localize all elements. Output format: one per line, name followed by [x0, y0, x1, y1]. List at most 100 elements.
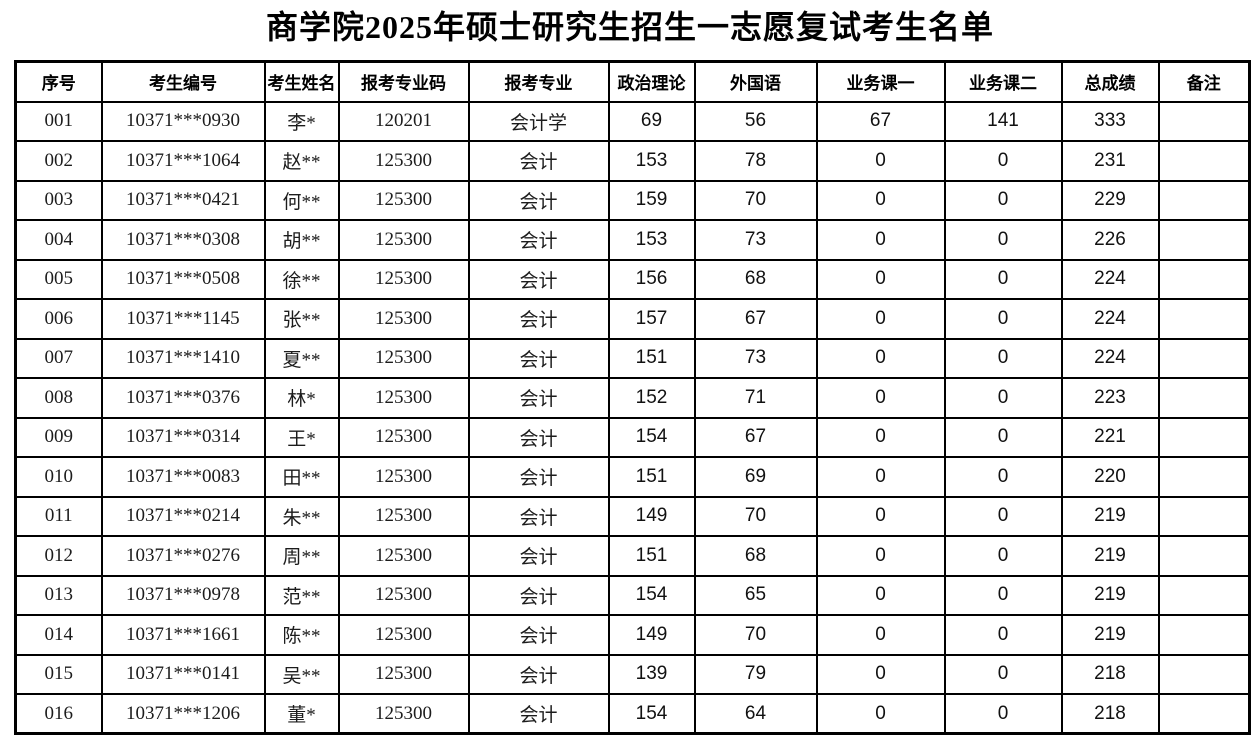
column-header-total-score: 总成绩: [1060, 60, 1160, 103]
business-course-2-score-cell: 0: [943, 535, 1063, 577]
table-row: 002 10371***1064 赵** 125300 会计 153 78 0 0 231: [14, 140, 1251, 182]
remarks-cell: [1157, 258, 1251, 300]
foreign-language-score-cell: 70: [693, 495, 818, 537]
business-course-1-score-cell: 0: [815, 535, 946, 577]
serial-number-cell: 004: [14, 219, 103, 261]
business-course-1-score-cell: 0: [815, 179, 946, 221]
table-row: 016 10371***1206 董* 125300 会计 154 64 0 0 218: [14, 693, 1251, 735]
foreign-language-score-cell: 73: [693, 337, 818, 379]
remarks-cell: [1157, 614, 1251, 656]
political-theory-score-cell: 159: [607, 179, 696, 221]
serial-number-cell: 005: [14, 258, 103, 300]
candidate-name-cell: 董*: [263, 693, 340, 735]
political-theory-score-cell: 149: [607, 495, 696, 537]
table-row: 007 10371***1410 夏** 125300 会计 151 73 0 0 224: [14, 337, 1251, 379]
candidate-name-cell: 王*: [263, 416, 340, 458]
major-name-cell: 会计: [467, 416, 610, 458]
business-course-1-score-cell: 0: [815, 574, 946, 616]
serial-number-cell: 008: [14, 377, 103, 419]
major-code-cell: 120201: [337, 100, 470, 142]
foreign-language-score-cell: 64: [693, 693, 818, 735]
political-theory-score-cell: 152: [607, 377, 696, 419]
business-course-1-score-cell: 0: [815, 614, 946, 656]
business-course-1-score-cell: 0: [815, 337, 946, 379]
foreign-language-score-cell: 79: [693, 653, 818, 695]
total-score-cell: 218: [1060, 653, 1160, 695]
major-name-cell: 会计: [467, 495, 610, 537]
serial-number-cell: 014: [14, 614, 103, 656]
foreign-language-score-cell: 67: [693, 298, 818, 340]
table-row: 001 10371***0930 李* 120201 会计学 69 56 67 141 333: [14, 100, 1251, 142]
major-code-cell: 125300: [337, 495, 470, 537]
political-theory-score-cell: 151: [607, 456, 696, 498]
candidate-name-cell: 胡**: [263, 219, 340, 261]
foreign-language-score-cell: 70: [693, 179, 818, 221]
major-name-cell: 会计: [467, 179, 610, 221]
table-row: 010 10371***0083 田** 125300 会计 151 69 0 0 220: [14, 456, 1251, 498]
candidate-id-cell: 10371***0930: [100, 100, 266, 142]
business-course-2-score-cell: 0: [943, 653, 1063, 695]
political-theory-score-cell: 154: [607, 693, 696, 735]
business-course-2-score-cell: 0: [943, 614, 1063, 656]
business-course-2-score-cell: 0: [943, 456, 1063, 498]
total-score-cell: 219: [1060, 535, 1160, 577]
political-theory-score-cell: 69: [607, 100, 696, 142]
political-theory-score-cell: 149: [607, 614, 696, 656]
serial-number-cell: 009: [14, 416, 103, 458]
candidate-roster-table: 序号 考生编号 考生姓名 报考专业码 报考专业 政治理论 外国语 业务课一 业务课二 总成绩 备注 …: [14, 60, 1251, 735]
major-code-cell: 125300: [337, 377, 470, 419]
political-theory-score-cell: 157: [607, 298, 696, 340]
candidate-id-cell: 10371***0308: [100, 219, 266, 261]
foreign-language-score-cell: 68: [693, 535, 818, 577]
major-code-cell: 125300: [337, 456, 470, 498]
business-course-1-score-cell: 67: [815, 100, 946, 142]
candidate-name-cell: 田**: [263, 456, 340, 498]
business-course-1-score-cell: 0: [815, 495, 946, 537]
business-course-2-score-cell: 141: [943, 100, 1063, 142]
total-score-cell: 219: [1060, 574, 1160, 616]
column-header-political-theory-score: 政治理论: [607, 60, 696, 103]
column-header-candidate-name: 考生姓名: [263, 60, 340, 103]
major-name-cell: 会计: [467, 693, 610, 735]
major-code-cell: 125300: [337, 653, 470, 695]
major-code-cell: 125300: [337, 219, 470, 261]
political-theory-score-cell: 156: [607, 258, 696, 300]
remarks-cell: [1157, 535, 1251, 577]
candidate-name-cell: 范**: [263, 574, 340, 616]
serial-number-cell: 003: [14, 179, 103, 221]
serial-number-cell: 016: [14, 693, 103, 735]
foreign-language-score-cell: 65: [693, 574, 818, 616]
column-header-major-code: 报考专业码: [337, 60, 470, 103]
foreign-language-score-cell: 71: [693, 377, 818, 419]
candidate-name-cell: 朱**: [263, 495, 340, 537]
column-header-business-course-1-score: 业务课一: [815, 60, 946, 103]
business-course-1-score-cell: 0: [815, 140, 946, 182]
political-theory-score-cell: 154: [607, 416, 696, 458]
serial-number-cell: 007: [14, 337, 103, 379]
table-row: 011 10371***0214 朱** 125300 会计 149 70 0 0 219: [14, 495, 1251, 537]
column-header-serial-number: 序号: [14, 60, 103, 103]
major-name-cell: 会计: [467, 298, 610, 340]
candidate-name-cell: 林*: [263, 377, 340, 419]
major-code-cell: 125300: [337, 179, 470, 221]
serial-number-cell: 006: [14, 298, 103, 340]
foreign-language-score-cell: 73: [693, 219, 818, 261]
business-course-2-score-cell: 0: [943, 219, 1063, 261]
candidate-id-cell: 10371***0214: [100, 495, 266, 537]
total-score-cell: 218: [1060, 693, 1160, 735]
business-course-2-score-cell: 0: [943, 377, 1063, 419]
major-code-cell: 125300: [337, 535, 470, 577]
business-course-1-score-cell: 0: [815, 693, 946, 735]
candidate-id-cell: 10371***0276: [100, 535, 266, 577]
table-row: 012 10371***0276 周** 125300 会计 151 68 0 0 219: [14, 535, 1251, 577]
column-header-major-name: 报考专业: [467, 60, 610, 103]
total-score-cell: 220: [1060, 456, 1160, 498]
remarks-cell: [1157, 140, 1251, 182]
total-score-cell: 226: [1060, 219, 1160, 261]
table-row: 009 10371***0314 王* 125300 会计 154 67 0 0 221: [14, 416, 1251, 458]
candidate-name-cell: 何**: [263, 179, 340, 221]
business-course-1-score-cell: 0: [815, 258, 946, 300]
total-score-cell: 231: [1060, 140, 1160, 182]
remarks-cell: [1157, 219, 1251, 261]
candidate-name-cell: 陈**: [263, 614, 340, 656]
